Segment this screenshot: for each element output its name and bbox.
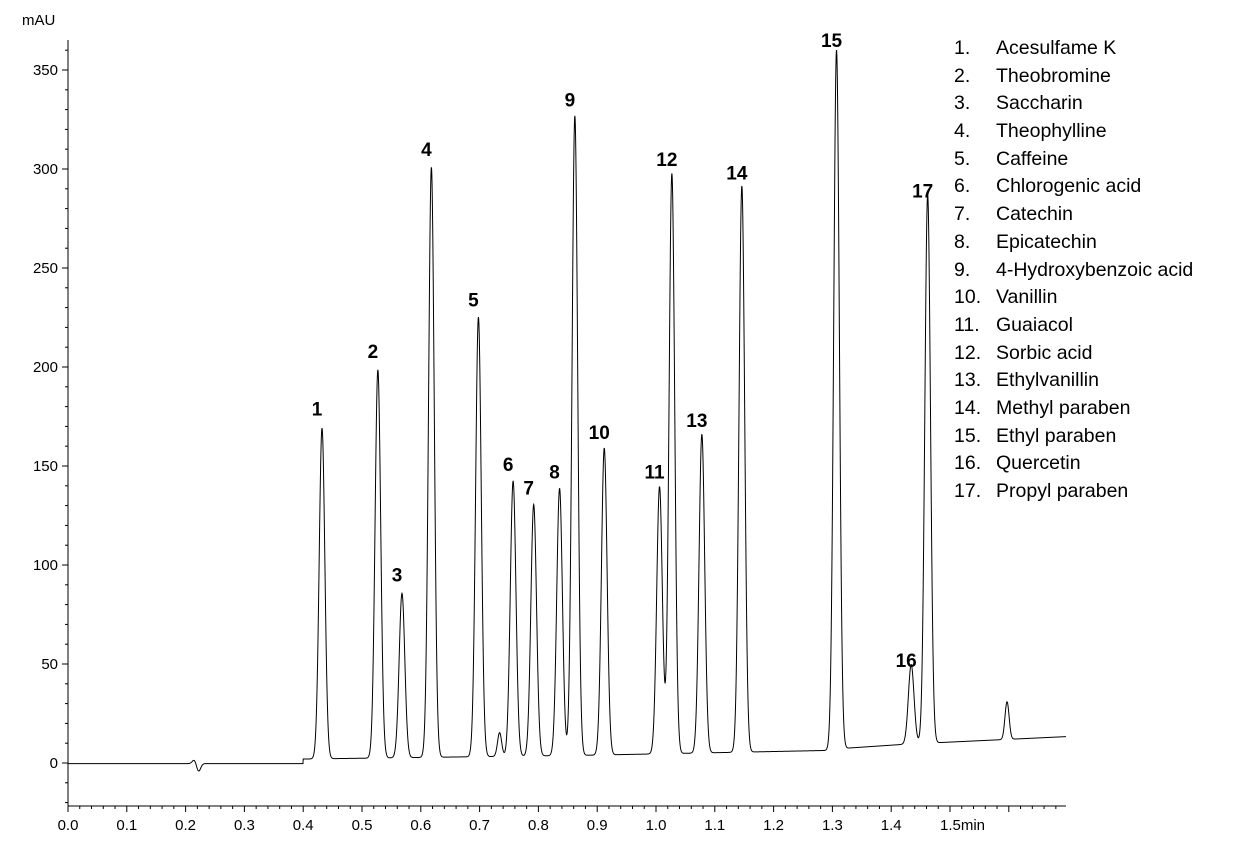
legend-item-name: Theophylline	[996, 120, 1107, 143]
legend-item-number: 15.	[954, 424, 982, 447]
legend-item-name: Theobromine	[996, 64, 1111, 87]
legend-item-name: Epicatechin	[996, 230, 1097, 253]
peak-label-8: 8	[549, 463, 560, 484]
x-tick-label: 1.0	[646, 817, 667, 834]
legend-item-name: Caffeine	[996, 147, 1069, 170]
peak-label-14: 14	[726, 164, 748, 185]
legend-item: 12. Sorbic acid	[954, 340, 1193, 368]
legend-item-number: 10.	[954, 286, 982, 309]
x-tick-label: 0.4	[293, 817, 314, 834]
x-tick-label: 1.3	[822, 817, 843, 834]
peak-label-3: 3	[392, 566, 403, 587]
legend-item-name: Sorbic acid	[996, 341, 1093, 364]
legend-item-number: 1.	[954, 37, 971, 59]
legend-item: 11. Guaiacol	[954, 312, 1193, 340]
legend-item-number: 9.	[954, 258, 971, 281]
legend-item-number: 6.	[954, 175, 971, 198]
legend-item-number: 17.	[954, 480, 982, 502]
x-tick-label: 0.8	[528, 817, 549, 834]
legend-item-name: Saccharin	[996, 92, 1083, 115]
legend-item: 4. Theophylline	[954, 118, 1193, 146]
legend-item-number: 5.	[954, 147, 971, 170]
peak-label-6: 6	[503, 455, 514, 476]
legend-item-name: Guaiacol	[996, 313, 1073, 336]
chromatogram-trace	[68, 49, 1066, 772]
legend-item: 9. 4-Hydroxybenzoic acid	[954, 257, 1193, 285]
peak-label-15: 15	[821, 31, 843, 52]
x-tick-label: 1.2	[763, 817, 784, 834]
legend-item: 2. Theobromine	[954, 63, 1193, 91]
y-tick-label: 300	[33, 161, 58, 178]
x-tick-label: 1.1	[704, 817, 725, 834]
legend-item-number: 3.	[954, 92, 971, 115]
legend-item-name: Vanillin	[996, 286, 1058, 309]
legend-item-number: 13.	[954, 369, 982, 392]
peak-label-17: 17	[912, 182, 933, 203]
legend-item: 14. Methyl paraben	[954, 395, 1193, 423]
x-tick-label: 0.9	[587, 817, 608, 834]
peak-label-2: 2	[368, 342, 379, 363]
peak-label-5: 5	[468, 290, 479, 311]
legend-item-name: 4-Hydroxybenzoic acid	[996, 258, 1194, 281]
legend-item: 15. Ethyl paraben	[954, 423, 1193, 451]
legend-item-name: Ethyl paraben	[996, 424, 1117, 447]
x-tick-label: 0.1	[116, 817, 137, 834]
legend-item-name: Propyl paraben	[996, 480, 1129, 502]
peak-label-9: 9	[565, 90, 576, 111]
y-tick-label: 100	[33, 557, 58, 574]
y-tick-label: 250	[33, 260, 58, 277]
legend-item: 1. Acesulfame K	[954, 35, 1193, 63]
peak-label-1: 1	[312, 399, 323, 420]
legend-item: 16. Quercetin	[954, 450, 1193, 478]
x-tick-label: 1.5	[940, 817, 961, 834]
y-tick-label: 50	[41, 656, 58, 673]
legend-item: 7. Catechin	[954, 201, 1193, 229]
legend-item: 3. Saccharin	[954, 90, 1193, 118]
y-tick-label: 150	[33, 458, 58, 475]
x-tick-label: 1.4	[881, 817, 902, 834]
axes: 0 50 100 150 200 250 300 350 mAU 0.0 0.1 0.2 0.3 0.4 0…	[22, 12, 1066, 834]
peak-label-10: 10	[589, 423, 610, 444]
y-tick-label: 200	[33, 359, 58, 376]
legend-item-number: 8.	[954, 230, 971, 253]
legend-item: 17. Propyl paraben	[954, 478, 1193, 506]
x-tick-label: 0.2	[175, 817, 196, 834]
legend-item-name: Catechin	[996, 203, 1073, 226]
legend: 1. Acesulfame K 2. Theobromine 3. Saccharin 4.…	[954, 35, 1193, 506]
legend-item-number: 12.	[954, 341, 982, 364]
y-tick-label: 350	[33, 62, 58, 79]
legend-item: 5. Caffeine	[954, 146, 1193, 174]
peak-label-12: 12	[656, 150, 677, 171]
legend-item-number: 11.	[954, 313, 980, 336]
legend-item-number: 2.	[954, 64, 971, 87]
legend-item: 13. Ethylvanillin	[954, 367, 1193, 395]
legend-item-name: Acesulfame K	[996, 37, 1117, 59]
legend-item: 10. Vanillin	[954, 284, 1193, 312]
x-axis-unit-label: min	[961, 817, 985, 834]
peak-label-4: 4	[421, 140, 432, 161]
x-tick-label: 0.3	[234, 817, 255, 834]
peak-label-16: 16	[896, 651, 917, 672]
legend-item-number: 7.	[954, 203, 971, 226]
legend-item-name: Methyl paraben	[996, 396, 1131, 419]
y-tick-label: 0	[50, 755, 58, 772]
legend-item-number: 16.	[954, 452, 982, 475]
y-axis-unit-label: mAU	[22, 12, 55, 29]
legend-item: 6. Chlorogenic acid	[954, 173, 1193, 201]
legend-item-name: Quercetin	[996, 452, 1081, 475]
x-tick-label: 0.7	[469, 817, 490, 834]
x-tick-label: 0.6	[410, 817, 431, 834]
peak-label-13: 13	[686, 411, 707, 432]
peak-label-11: 11	[644, 463, 665, 484]
legend-item-name: Chlorogenic acid	[996, 175, 1142, 198]
peak-label-7: 7	[523, 479, 534, 500]
legend-item-number: 4.	[954, 120, 971, 143]
x-tick-label: 0.0	[58, 817, 79, 834]
legend-item-name: Ethylvanillin	[996, 369, 1099, 392]
legend-item: 8. Epicatechin	[954, 229, 1193, 257]
legend-item-number: 14.	[954, 396, 982, 419]
x-tick-label: 0.5	[352, 817, 373, 834]
